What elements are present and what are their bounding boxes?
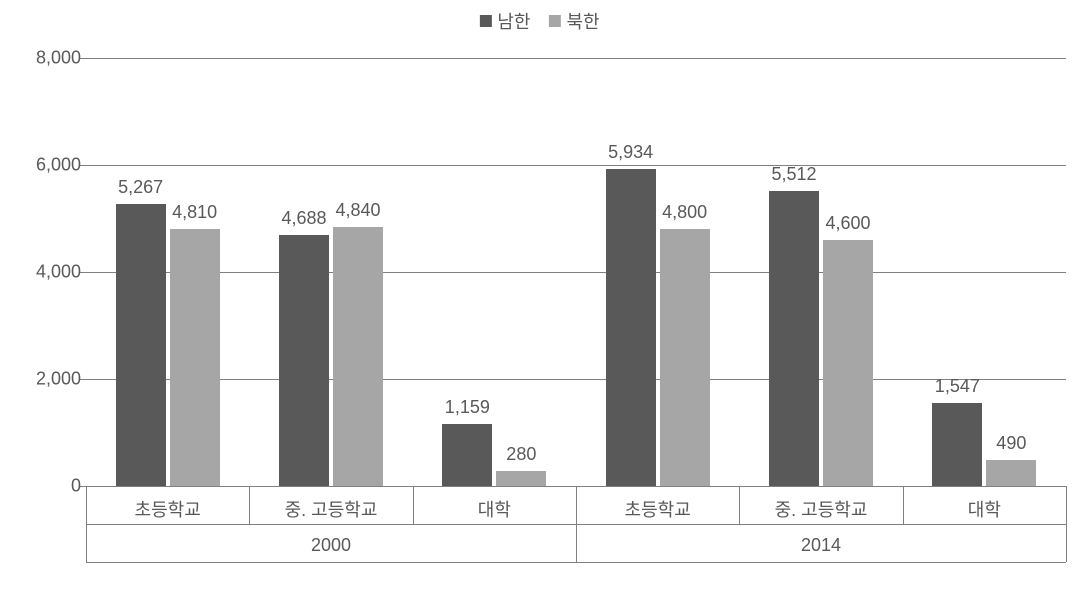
y-tick-label: 2,000 xyxy=(36,369,81,390)
gridline xyxy=(86,379,1066,380)
bar xyxy=(170,229,220,486)
bar xyxy=(769,191,819,486)
bar xyxy=(279,235,329,486)
bar xyxy=(442,424,492,486)
category-divider xyxy=(903,486,904,524)
bar xyxy=(333,227,383,486)
category-label: 초등학교 xyxy=(135,496,201,522)
legend-label: 남한 xyxy=(497,8,530,34)
bar xyxy=(116,204,166,486)
chart-container: 남한 북한 5,267 4,810 4,688 4,840 1,159 280 5,934 4,… xyxy=(0,0,1079,599)
group-divider xyxy=(1066,486,1067,562)
category-label: 초등학교 xyxy=(625,496,691,522)
category-label: 대학 xyxy=(478,496,511,522)
legend-label: 북한 xyxy=(567,8,600,34)
legend-item: 북한 xyxy=(549,8,600,34)
group-label: 2014 xyxy=(801,535,841,556)
bar-value-label: 5,267 xyxy=(118,177,163,198)
category-label: 중. 고등학교 xyxy=(775,496,868,522)
gridline xyxy=(86,272,1066,273)
y-tick-label: 4,000 xyxy=(36,262,81,283)
bar-value-label: 1,159 xyxy=(445,397,490,418)
bar-value-label: 4,688 xyxy=(281,208,326,229)
group-label: 2000 xyxy=(311,535,351,556)
bar-value-label: 4,810 xyxy=(172,202,217,223)
bar-value-label: 4,800 xyxy=(662,202,707,223)
category-divider xyxy=(739,486,740,524)
category-divider xyxy=(413,486,414,524)
y-tick-label: 8,000 xyxy=(36,48,81,69)
category-label: 대학 xyxy=(968,496,1001,522)
row-border xyxy=(86,524,1066,525)
bar xyxy=(496,471,546,486)
bar xyxy=(986,460,1036,486)
bar xyxy=(606,169,656,486)
plot-area: 5,267 4,810 4,688 4,840 1,159 280 5,934 4,800 5,… xyxy=(86,58,1066,486)
legend-swatch xyxy=(549,15,561,27)
gridline xyxy=(86,165,1066,166)
bar xyxy=(932,403,982,486)
gridline xyxy=(86,58,1066,59)
bar-value-label: 5,934 xyxy=(608,142,653,163)
y-tick-label: 6,000 xyxy=(36,155,81,176)
bar-value-label: 280 xyxy=(506,444,536,465)
bar xyxy=(660,229,710,486)
legend-item: 남한 xyxy=(479,8,530,34)
bar-value-label: 5,512 xyxy=(771,164,816,185)
bar xyxy=(823,240,873,486)
legend: 남한 북한 xyxy=(479,8,599,34)
bar-value-label: 1,547 xyxy=(935,376,980,397)
category-divider xyxy=(249,486,250,524)
bar-value-label: 4,600 xyxy=(825,213,870,234)
y-tick-label: 0 xyxy=(71,476,81,497)
row-border xyxy=(86,562,1066,563)
category-label: 중. 고등학교 xyxy=(285,496,378,522)
bar-value-label: 4,840 xyxy=(335,200,380,221)
legend-swatch xyxy=(479,15,491,27)
bar-value-label: 490 xyxy=(996,433,1026,454)
